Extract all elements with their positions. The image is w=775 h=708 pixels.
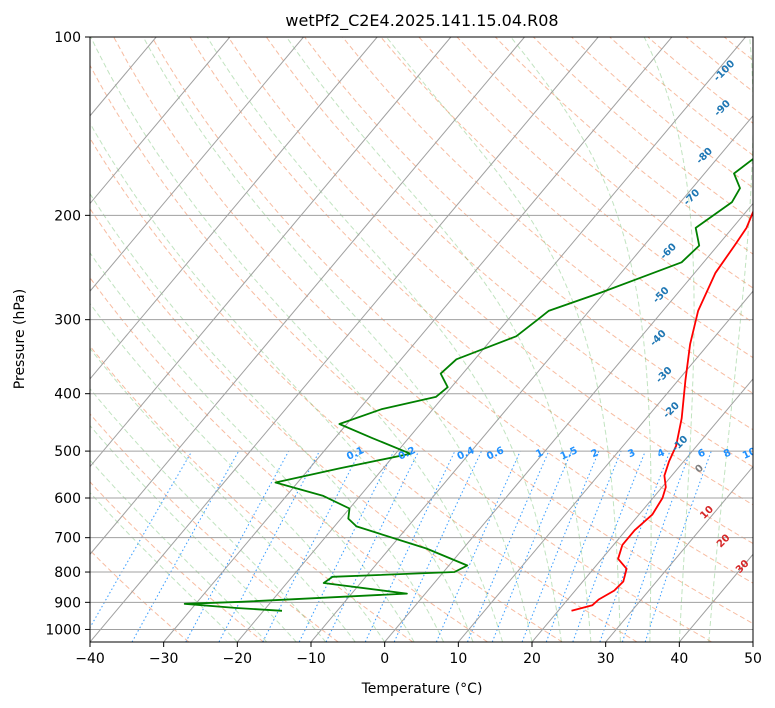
x-tick-label: 10 <box>449 651 467 667</box>
y-axis-label: Pressure (hPa) <box>12 289 28 389</box>
mixing-ratio-line <box>545 450 622 642</box>
y-tick-label: 1000 <box>45 622 81 638</box>
y-tick-label: 100 <box>54 30 81 46</box>
moist-adiabat-line <box>90 192 445 642</box>
mixing-ratio-line <box>521 450 600 642</box>
dry-adiabat-line <box>304 37 753 431</box>
x-tick-label: 40 <box>670 651 688 667</box>
isotherm-line <box>90 37 525 556</box>
moist-adiabat-line <box>90 459 268 642</box>
dry-adiabat-line <box>90 207 563 642</box>
x-tick-label: −20 <box>223 651 253 667</box>
moist-adiabat-line <box>206 37 562 642</box>
mixing-ratio-line <box>599 450 671 642</box>
isotherm-line <box>457 290 753 642</box>
mixing-ratio-label: 4 <box>656 447 667 460</box>
dry-adiabat-line <box>189 37 753 545</box>
x-axis: −40 −30 −20 −10 0 10 20 30 40 50 <box>75 642 762 667</box>
x-tick-label: 0 <box>380 651 389 667</box>
moist-adiabat-line <box>286 37 592 642</box>
x-tick-label: −40 <box>75 651 105 667</box>
isotherm-line <box>310 115 753 642</box>
moist-adiabat-line <box>142 37 533 642</box>
plot-frame <box>89 36 754 643</box>
isotherm-line <box>90 37 452 468</box>
moist-adiabat-line <box>386 37 621 642</box>
moist-adiabat-line <box>90 302 386 642</box>
background-lines <box>90 37 753 642</box>
mixing-ratio-line <box>185 450 290 642</box>
profile-lines <box>183 157 753 612</box>
chart-title: wetPf2_C2E4.2025.141.15.04.R08 <box>285 11 558 31</box>
x-tick-label: −10 <box>296 651 326 667</box>
moist-adiabat-line <box>510 37 652 642</box>
moist-adiabat-line <box>90 424 297 642</box>
moist-adiabat-line <box>90 37 503 642</box>
isotherm-line <box>90 37 231 205</box>
isotherm-line <box>531 378 753 642</box>
x-tick-label: 20 <box>523 651 541 667</box>
x-axis-label: Temperature (°C) <box>361 681 483 697</box>
dry-adiabat-line <box>342 37 753 394</box>
isotherm-line <box>90 37 304 292</box>
y-tick-label: 900 <box>54 595 81 611</box>
mixing-ratio-label: 2 <box>589 447 600 460</box>
x-tick-label: −30 <box>149 651 179 667</box>
mixing-ratio-line <box>644 450 712 642</box>
mixing-ratio-line <box>262 450 361 642</box>
dry-adiabat-line <box>90 137 638 642</box>
dry-adiabat-line <box>227 37 753 506</box>
x-tick-label: 50 <box>744 651 762 667</box>
y-tick-label: 600 <box>54 491 81 507</box>
moist-adiabat-line <box>643 37 695 642</box>
isotherm-line <box>90 37 599 642</box>
moist-adiabat-line <box>90 347 356 642</box>
dry-adiabat-line <box>90 276 488 642</box>
mixing-ratio-line <box>467 450 550 642</box>
mixing-ratio-label: 3 <box>626 447 637 460</box>
mixing-ratio-line <box>621 450 691 642</box>
mixing-ratio-label: 10 <box>741 446 758 462</box>
isotherm-line <box>384 202 753 642</box>
y-tick-label: 300 <box>54 313 81 329</box>
moist-adiabat-line <box>90 491 238 642</box>
moist-adiabat-line <box>708 37 753 642</box>
isotherm-line <box>163 37 673 642</box>
y-tick-label: 200 <box>54 208 81 224</box>
y-tick-label: 700 <box>54 531 81 547</box>
mixing-ratio-label: 8 <box>722 447 733 460</box>
mixing-ratio-line <box>218 450 320 642</box>
dewpoint-line <box>183 157 753 612</box>
moist-adiabat-line <box>90 122 474 642</box>
y-tick-label: 800 <box>54 565 81 581</box>
isotherm-line <box>236 37 746 642</box>
temperature-line <box>571 209 753 612</box>
isotherm-line <box>605 465 753 642</box>
dry-adiabat-line <box>151 37 753 584</box>
dry-adiabat-line <box>456 37 753 289</box>
gridlines <box>90 37 753 642</box>
dry-adiabat-line <box>90 481 264 642</box>
mixing-ratio-line <box>435 450 521 642</box>
mixing-ratio-label: 1 <box>534 447 545 460</box>
dry-adiabat-line <box>90 64 712 642</box>
y-axis: 100 200 300 400 500 600 700 800 900 1000 <box>45 30 90 638</box>
y-tick-label: 400 <box>54 387 81 403</box>
y-tick-label: 500 <box>54 444 81 460</box>
isotherm-line <box>90 37 378 380</box>
x-tick-label: 30 <box>597 651 615 667</box>
mixing-ratio-label: 6 <box>696 447 707 460</box>
mixing-ratio-line <box>572 450 646 642</box>
mixing-ratio-line <box>298 450 395 642</box>
